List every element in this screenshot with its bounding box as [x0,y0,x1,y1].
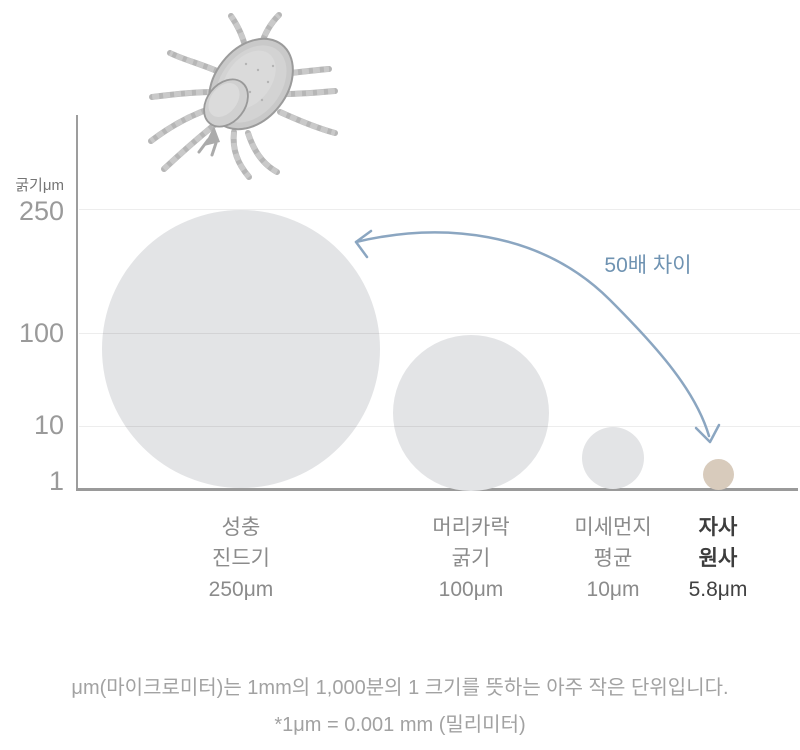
bubble-yarn-5-8um [703,459,734,490]
label-yarn-value: 5.8μm [688,578,748,601]
bubble-hair-100um [393,335,549,491]
label-mite-value: 250μm [208,578,274,601]
footnote-description: μm(마이크로미터)는 1mm의 1,000분의 1 크기를 뜻하는 아주 작은… [71,677,729,699]
label-mite: 성충 진드기 250μm [151,512,331,605]
y-tick-250: 250 [18,196,64,226]
mite-head [197,126,220,157]
bubble-dust-10um [582,427,644,489]
x-axis-baseline [76,488,798,491]
label-dust-line2: 평균 [593,547,633,570]
y-axis-title: 굵기μm [15,177,64,194]
label-yarn: 자사 원사 5.8μm [648,512,788,605]
label-hair: 머리카락 굵기 100μm [381,512,561,605]
y-tick-1: 1 [48,466,64,496]
footnote-conversion: *1μm = 0.001 mm (밀리미터) [274,714,526,736]
label-hair-line1: 머리카락 [432,516,510,539]
arrowhead-left [354,229,373,259]
dust-mite-illustration [148,12,338,180]
y-tick-10: 10 [33,410,64,440]
label-dust: 미세먼지 평균 10μm [523,512,703,605]
label-hair-value: 100μm [438,578,504,601]
gridline-250 [79,209,800,210]
label-yarn-line2: 원사 [698,547,738,570]
label-dust-value: 10μm [586,578,640,601]
label-mite-line1: 성충 [221,516,261,539]
label-dust-line1: 미세먼지 [574,516,652,539]
difference-annotation: 50배 차이 [604,254,692,277]
label-hair-line2: 굵기 [451,547,491,570]
label-mite-line2: 진드기 [212,547,270,570]
y-axis-line [76,115,78,491]
label-yarn-line1: 자사 [698,516,738,539]
gridline-100 [79,333,800,334]
bubble-mite-250um [102,210,380,488]
arrowhead-right [694,423,721,444]
y-tick-100: 100 [18,318,64,348]
mite-body-speckles [244,62,275,102]
gridline-10 [79,426,800,427]
mite-scutum [203,78,249,128]
